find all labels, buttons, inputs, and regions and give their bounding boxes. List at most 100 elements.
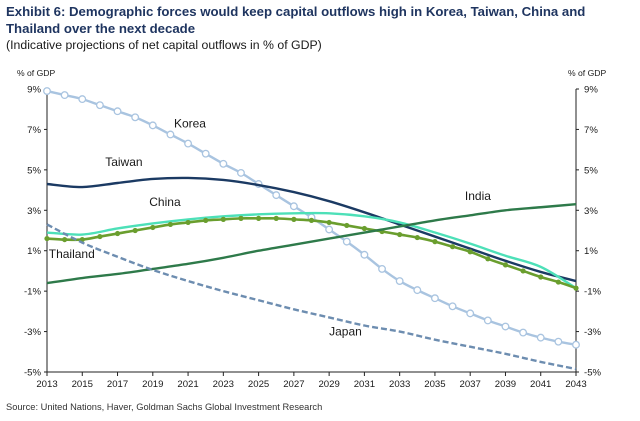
taiwan-line	[46, 176, 577, 283]
x-tick-label: 2031	[354, 379, 375, 390]
axes: -5% -5% -3% -3% -1% -1% 1% 1% 3% 3% 5% 5% 7% 7% 9% 9% 20…	[24, 85, 602, 391]
korea-point	[501, 322, 510, 331]
thailand-point	[432, 239, 438, 245]
thailand-point	[291, 216, 297, 222]
japan-label: Japan	[329, 325, 362, 339]
thailand-point	[414, 234, 420, 241]
korea-point	[325, 225, 334, 234]
thailand-point	[467, 249, 473, 255]
korea-point	[395, 277, 404, 285]
x-tick-label: 2025	[248, 379, 269, 390]
x-tick-label: 2037	[460, 379, 481, 390]
korea-point	[342, 237, 351, 246]
korea-point	[448, 302, 457, 311]
y-tick-label-left: -1%	[24, 287, 42, 298]
series-layer	[43, 87, 580, 371]
chart-title: Exhibit 6: Demographic forces would keep…	[6, 4, 586, 36]
thailand-point	[44, 235, 50, 242]
x-tick-label: 2039	[495, 379, 516, 390]
thailand-point	[167, 221, 174, 228]
y-axis-unit-right: % of GDP	[568, 68, 606, 78]
x-tick-label: 2017	[107, 379, 128, 390]
y-tick-label-left: 7%	[27, 125, 41, 136]
korea-label: Korea	[174, 116, 206, 130]
thailand-point	[485, 256, 491, 262]
thailand-point	[62, 236, 68, 243]
korea-point	[430, 294, 439, 303]
korea-point	[483, 316, 492, 325]
x-tick-label: 2013	[36, 379, 57, 390]
thailand-point	[573, 285, 579, 291]
korea-point	[289, 202, 298, 211]
y-tick-label-right: -3%	[584, 327, 602, 338]
y-tick-label-right: 5%	[584, 165, 598, 176]
india-line	[46, 203, 577, 285]
y-tick-label-right: 1%	[584, 246, 598, 257]
y-tick-label-left: -3%	[24, 327, 42, 338]
thailand-point	[555, 279, 561, 285]
taiwan-label: Taiwan	[105, 155, 142, 169]
thailand-point	[220, 216, 226, 222]
korea-point	[360, 250, 369, 259]
x-tick-label: 2035	[424, 379, 445, 390]
y-tick-label-right: 9%	[584, 85, 598, 96]
x-tick-label: 2027	[283, 379, 304, 390]
korea-point	[148, 121, 157, 130]
y-axis-unit-left: % of GDP	[17, 68, 55, 78]
x-tick-label: 2043	[565, 379, 586, 390]
thailand-point	[397, 231, 403, 238]
korea-point	[237, 168, 245, 177]
thailand-point	[114, 230, 121, 237]
thailand-point	[150, 224, 156, 231]
korea-point	[78, 95, 87, 104]
korea-point	[184, 139, 193, 148]
x-tick-label: 2029	[318, 379, 339, 390]
korea-point	[60, 91, 69, 100]
korea-point	[219, 159, 228, 168]
thailand-label: Thailand	[49, 247, 95, 261]
korea-point	[466, 309, 475, 318]
korea-point	[536, 333, 545, 342]
thailand-point	[361, 225, 367, 232]
x-tick-label: 2015	[72, 379, 93, 390]
korea-point	[413, 286, 422, 295]
thailand-point	[273, 215, 279, 221]
thailand-point	[308, 217, 315, 223]
china-line	[46, 211, 577, 290]
source-note: Source: United Nations, Haver, Goldman S…	[6, 402, 323, 412]
china-label: China	[149, 195, 181, 209]
thailand-point	[256, 215, 262, 221]
thailand-point	[238, 215, 244, 221]
thailand-point	[344, 222, 350, 229]
korea-point	[43, 87, 51, 95]
thailand-point	[502, 262, 509, 268]
y-tick-label-left: 5%	[27, 165, 41, 176]
korea-point	[378, 264, 386, 273]
x-tick-label: 2041	[530, 379, 551, 390]
korea-point	[113, 107, 122, 116]
korea-point	[272, 191, 281, 200]
thailand-point	[538, 274, 544, 280]
thailand-point	[97, 233, 103, 240]
y-tick-label-left: 1%	[27, 246, 41, 257]
y-tick-label-right: 7%	[584, 125, 598, 136]
japan-line	[46, 223, 577, 371]
x-tick-label: 2033	[389, 379, 410, 390]
chart-subtitle: (Indicative projections of net capital o…	[6, 38, 322, 52]
y-tick-label-left: 9%	[27, 85, 41, 96]
thailand-point	[132, 227, 138, 234]
x-tick-label: 2021	[177, 379, 198, 390]
thailand-point	[203, 217, 209, 223]
series-labels: Korea Taiwan China Thailand India Japan	[49, 116, 491, 338]
thailand-point	[326, 219, 332, 226]
y-tick-label-left: 3%	[27, 206, 41, 217]
korea-point	[166, 130, 175, 139]
korea-point	[131, 113, 140, 122]
korea-point	[201, 149, 210, 158]
y-tick-label-right: -5%	[584, 368, 602, 379]
korea-point	[572, 340, 580, 349]
korea-point	[519, 328, 528, 337]
india-label: India	[465, 189, 491, 203]
y-tick-label-left: -5%	[24, 368, 42, 379]
